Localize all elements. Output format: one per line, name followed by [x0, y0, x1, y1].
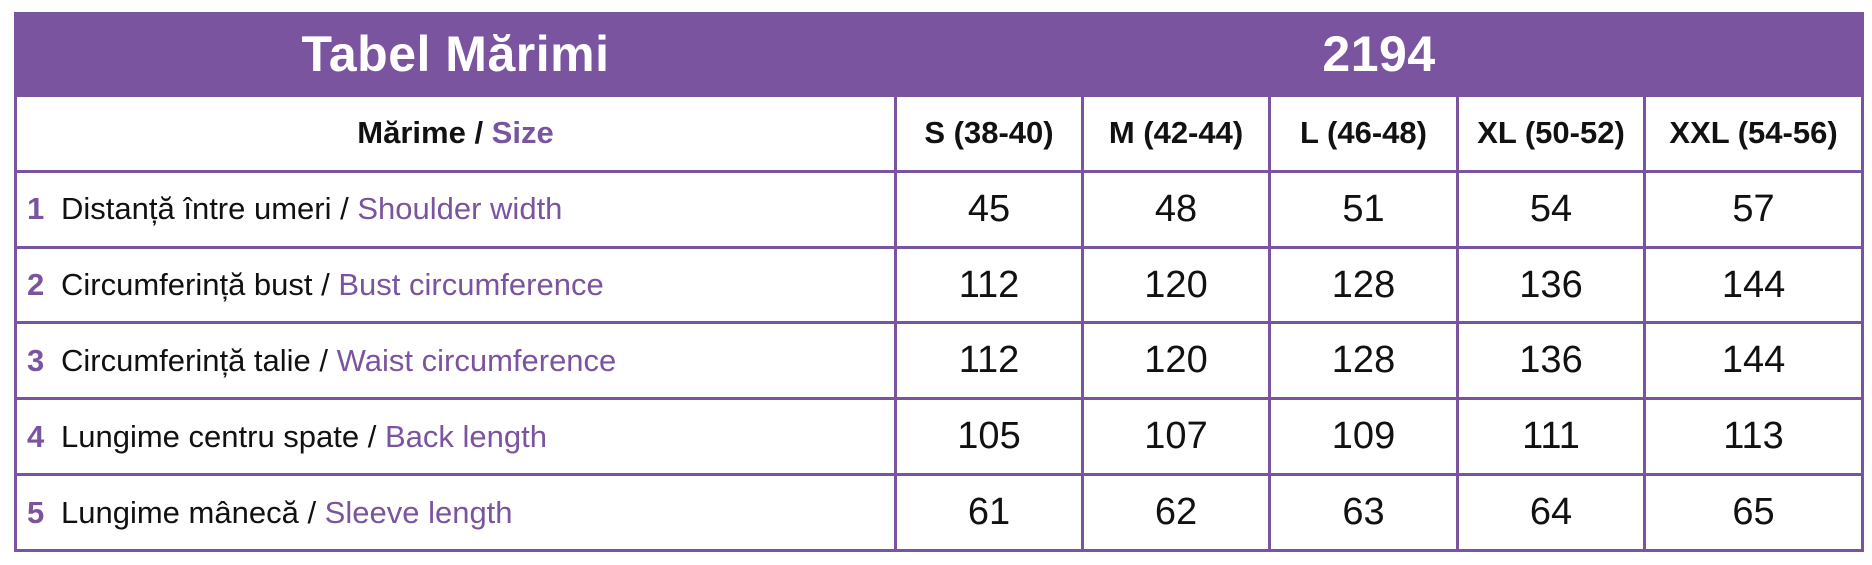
- row-label-separator: /: [310, 342, 337, 378]
- row-number: 2: [27, 267, 45, 303]
- row-label-ro: Circumferință talie: [61, 342, 311, 378]
- table-cell: 57: [1642, 169, 1865, 249]
- product-code: 2194: [893, 12, 1865, 97]
- size-label-ro: Mărime: [357, 115, 466, 151]
- row-label-separator: /: [312, 267, 339, 303]
- table-cell: 111: [1456, 397, 1646, 477]
- row-label-en: Sleeve length: [324, 494, 513, 530]
- row-label-separator: /: [359, 418, 385, 454]
- row-label-en: Back length: [384, 418, 547, 454]
- row-label-en: Shoulder width: [357, 191, 563, 227]
- row-number: 1: [27, 191, 45, 227]
- row-number: 4: [27, 418, 45, 454]
- row-label: 4 Lungime centru spate / Back length: [14, 397, 897, 477]
- table-cell: 128: [1268, 245, 1459, 325]
- row-label-ro: Lungime mânecă: [61, 494, 299, 530]
- table-title: Tabel Mărimi: [14, 12, 897, 97]
- table-cell: 136: [1456, 245, 1646, 325]
- table-cell: 112: [894, 245, 1084, 325]
- table-cell: 48: [1081, 169, 1271, 249]
- row-label-en: Bust circumference: [338, 267, 604, 303]
- table-cell: 63: [1268, 473, 1459, 552]
- table-cell: 136: [1456, 321, 1646, 401]
- table-cell: 54: [1456, 169, 1646, 249]
- size-header-l: L (46-48): [1268, 93, 1459, 173]
- table-cell: 144: [1642, 321, 1865, 401]
- table-cell: 113: [1642, 397, 1865, 477]
- table-row: 5 Lungime mânecă / Sleeve length 61 62 63…: [14, 473, 1865, 552]
- row-number: 3: [27, 342, 45, 378]
- row-label: 5 Lungime mânecă / Sleeve length: [14, 473, 897, 552]
- table-cell: 120: [1081, 321, 1271, 401]
- table-row: 1 Distanță între umeri / Shoulder width 4…: [14, 169, 1865, 249]
- header-row: Mărime / Size S (38-40) M (42-44) L (46-…: [14, 93, 1865, 173]
- size-column-header: Mărime / Size: [14, 93, 897, 173]
- table-cell: 128: [1268, 321, 1459, 401]
- table-row: 3 Circumferință talie / Waist circumferen…: [14, 321, 1865, 401]
- table-cell: 120: [1081, 245, 1271, 325]
- row-label-ro: Lungime centru spate: [61, 418, 360, 454]
- table-row: 4 Lungime centru spate / Back length 105 …: [14, 397, 1865, 477]
- row-label: 2 Circumferință bust / Bust circumference: [14, 245, 897, 325]
- title-row: Tabel Mărimi 2194: [14, 12, 1865, 97]
- table-row: 2 Circumferință bust / Bust circumference…: [14, 245, 1865, 325]
- table-cell: 107: [1081, 397, 1271, 477]
- row-label-en: Waist circumference: [336, 342, 617, 378]
- table-cell: 62: [1081, 473, 1271, 552]
- row-label: 1 Distanță între umeri / Shoulder width: [14, 169, 897, 249]
- table-cell: 61: [894, 473, 1084, 552]
- size-chart-table: Tabel Mărimi 2194 Mărime / Size S (38-40…: [14, 12, 1865, 552]
- table-cell: 105: [894, 397, 1084, 477]
- size-label-en: Size: [491, 115, 554, 151]
- size-header-xl: XL (50-52): [1456, 93, 1646, 173]
- row-label: 3 Circumferință talie / Waist circumferen…: [14, 321, 897, 401]
- table-cell: 45: [894, 169, 1084, 249]
- row-label-separator: /: [331, 191, 358, 227]
- table-cell: 64: [1456, 473, 1646, 552]
- size-label-separator: /: [465, 115, 492, 151]
- row-label-ro: Circumferință bust: [61, 267, 313, 303]
- table-cell: 65: [1642, 473, 1865, 552]
- size-header-m: M (42-44): [1081, 93, 1271, 173]
- table-cell: 112: [894, 321, 1084, 401]
- table-cell: 109: [1268, 397, 1459, 477]
- size-header-xxl: XXL (54-56): [1642, 93, 1865, 173]
- row-number: 5: [27, 494, 45, 530]
- table-cell: 51: [1268, 169, 1459, 249]
- size-header-s: S (38-40): [894, 93, 1084, 173]
- row-label-separator: /: [298, 494, 325, 530]
- table-cell: 144: [1642, 245, 1865, 325]
- row-label-ro: Distanță între umeri: [61, 191, 332, 227]
